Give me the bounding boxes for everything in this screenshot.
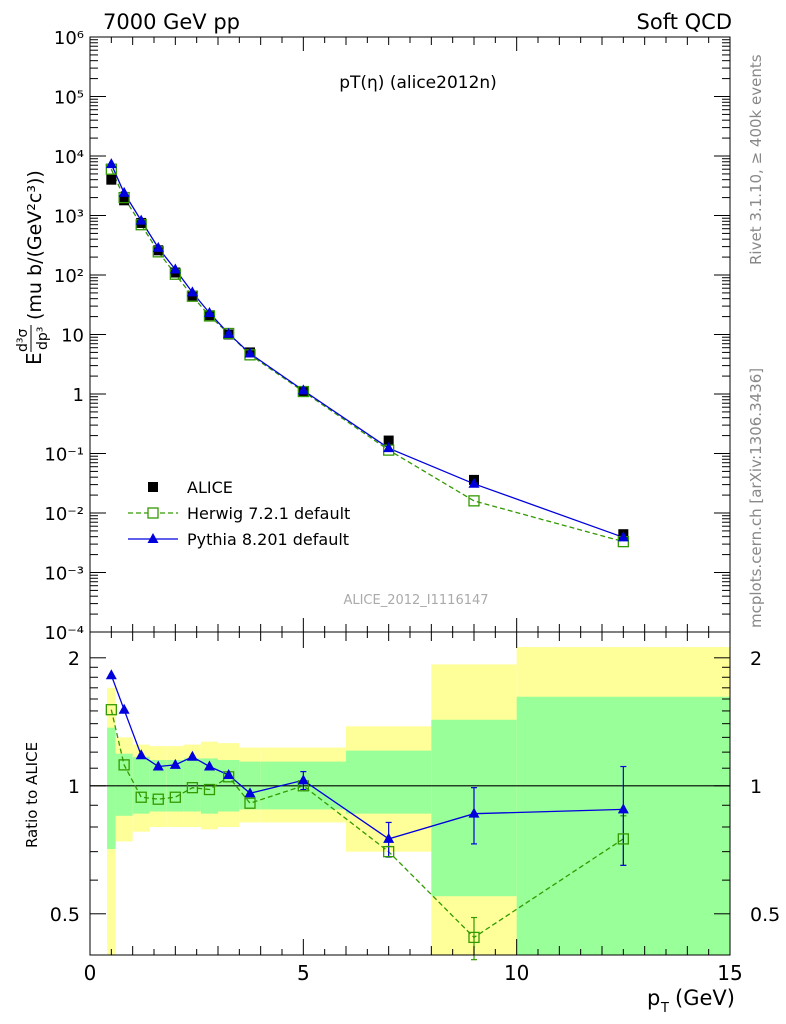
y-tick-label: 10² <box>54 266 84 287</box>
ratio-panel: 2 2 1 1 0.5 0.5 0 5 10 15 Ratio to ALICE p T (GeV… <box>23 631 780 1016</box>
ratio-y-axis-label: Ratio to ALICE <box>23 742 41 848</box>
pythia-marker <box>383 442 395 453</box>
y-tick-label: 10⁶ <box>54 28 84 49</box>
pythia-ratio-marker <box>297 774 309 785</box>
legend-label: ALICE <box>187 478 233 497</box>
legend-label: Pythia 8.201 default <box>187 530 349 549</box>
y-tick-label: 10⁵ <box>54 88 84 109</box>
ratio-y-tick-label: 0.5 <box>50 904 80 926</box>
y-tick-label: 10⁴ <box>54 147 84 168</box>
herwig-ratio-marker <box>169 791 181 803</box>
herwig-ratio-marker <box>135 791 147 803</box>
alice-marker <box>383 435 394 446</box>
pythia-marker <box>152 241 164 252</box>
y-tick-label: 10⁻⁴ <box>44 623 84 644</box>
pythia-ratio-marker <box>169 758 181 769</box>
pythia-marker <box>617 531 629 542</box>
herwig-marker <box>468 495 480 507</box>
y-tick-label: 10⁻¹ <box>44 445 84 466</box>
alice-marker <box>106 174 117 185</box>
main-y-axis-label-numerator: d³σ <box>15 329 31 352</box>
y-tick-label: 10³ <box>54 207 84 228</box>
pythia-ratio-marker <box>383 832 395 843</box>
main-y-axis-label-units: (mu b/(GeV²c³)) <box>24 170 46 320</box>
herwig-ratio-marker <box>244 797 256 809</box>
pythia-ratio-marker <box>135 749 147 760</box>
pythia-ratio-marker <box>617 803 629 814</box>
uncertainty-band-inner <box>115 753 133 816</box>
herwig-ratio-marker <box>105 704 117 716</box>
pythia-ratio-marker <box>152 760 164 771</box>
ratio-y-tick-label-right: 0.5 <box>750 904 780 926</box>
x-tick-label: 5 <box>297 961 310 985</box>
legend-alice-marker <box>148 482 158 492</box>
pythia-marker <box>297 384 309 395</box>
main-plot-frame <box>89 36 731 633</box>
herwig-ratio-marker <box>617 833 629 845</box>
herwig-ratio-marker <box>186 782 199 794</box>
pythia-marker <box>186 286 198 297</box>
pythia-marker <box>105 158 117 169</box>
pythia-ratio-marker <box>105 669 117 680</box>
herwig-ratio-marker <box>203 783 216 796</box>
rivet-label: Rivet 3.1.10, ≥ 400k events <box>747 54 765 265</box>
pythia-ratio-marker <box>203 760 215 771</box>
legend-herwig-marker <box>147 507 159 519</box>
main-y-axis-label: E d³σ dp³ (mu b/(GeV²c³)) <box>15 170 51 365</box>
ratio-y-tick-label-right: 2 <box>750 648 762 670</box>
pythia-marker <box>203 306 215 317</box>
x-axis-label: p T (GeV) <box>647 986 735 1016</box>
mcplots-label: mcplots.cern.ch [arXiv:1306.3436] <box>747 368 765 628</box>
pythia-ratio-marker <box>244 787 256 798</box>
pythia-marker <box>169 263 181 274</box>
main-panel: 10⁶ 10⁵ 10⁴ 10³ 10² 10 1 10⁻¹ 10⁻² 10⁻³ 10⁻⁴ pT(η)… <box>15 28 731 644</box>
analysis-id: ALICE_2012_I1116147 <box>343 593 488 608</box>
x-tick-label: 0 <box>84 961 97 985</box>
legend: ALICE Herwig 7.2.1 default Pythia 8.201 de… <box>128 478 350 549</box>
pythia-marker <box>468 477 480 488</box>
legend-label: Herwig 7.2.1 default <box>187 504 350 523</box>
main-y-axis-label-denominator: dp³ <box>35 327 51 350</box>
pythia-ratio-marker <box>118 703 130 714</box>
ratio-y-tick-label-right: 1 <box>750 776 762 798</box>
x-axis-label-unit: (GeV) <box>675 986 735 1010</box>
herwig-ratio-marker <box>383 846 395 858</box>
legend-pythia-marker <box>147 533 159 543</box>
y-tick-label: 10⁻³ <box>44 564 84 585</box>
pythia-ratio-marker <box>186 750 198 761</box>
y-tick-label: 1 <box>73 385 84 406</box>
x-axis-label-subscript: T <box>660 1001 669 1016</box>
uncertainty-band-inner <box>107 727 116 850</box>
ratio-y-tick-label: 1 <box>68 776 80 798</box>
uncertainty-band-inner <box>346 750 432 814</box>
main-y-axis-label-e: E <box>22 352 46 365</box>
x-tick-label: 10 <box>504 961 529 985</box>
pythia-ratio-marker <box>223 769 235 780</box>
header-right: Soft QCD <box>637 10 732 34</box>
main-title: pT(η) (alice2012n) <box>339 73 497 93</box>
header-left: 7000 GeV pp <box>103 10 240 34</box>
herwig-ratio-marker <box>118 759 130 771</box>
pythia-ratio-marker <box>468 807 480 818</box>
y-tick-label: 10 <box>61 326 84 347</box>
herwig-ratio-marker <box>468 931 480 944</box>
x-tick-label: 15 <box>717 961 742 985</box>
alice-marker <box>119 195 130 206</box>
pythia-marker <box>135 214 147 225</box>
herwig-ratio-marker <box>152 793 164 805</box>
pythia-marker <box>244 347 256 358</box>
y-tick-label: 10⁻² <box>44 504 84 525</box>
x-axis-label-p: p <box>647 986 660 1010</box>
pythia-marker <box>118 186 130 197</box>
ratio-y-tick-label: 2 <box>68 648 80 670</box>
pythia-marker <box>223 327 235 338</box>
uncertainty-band-inner <box>183 758 201 812</box>
